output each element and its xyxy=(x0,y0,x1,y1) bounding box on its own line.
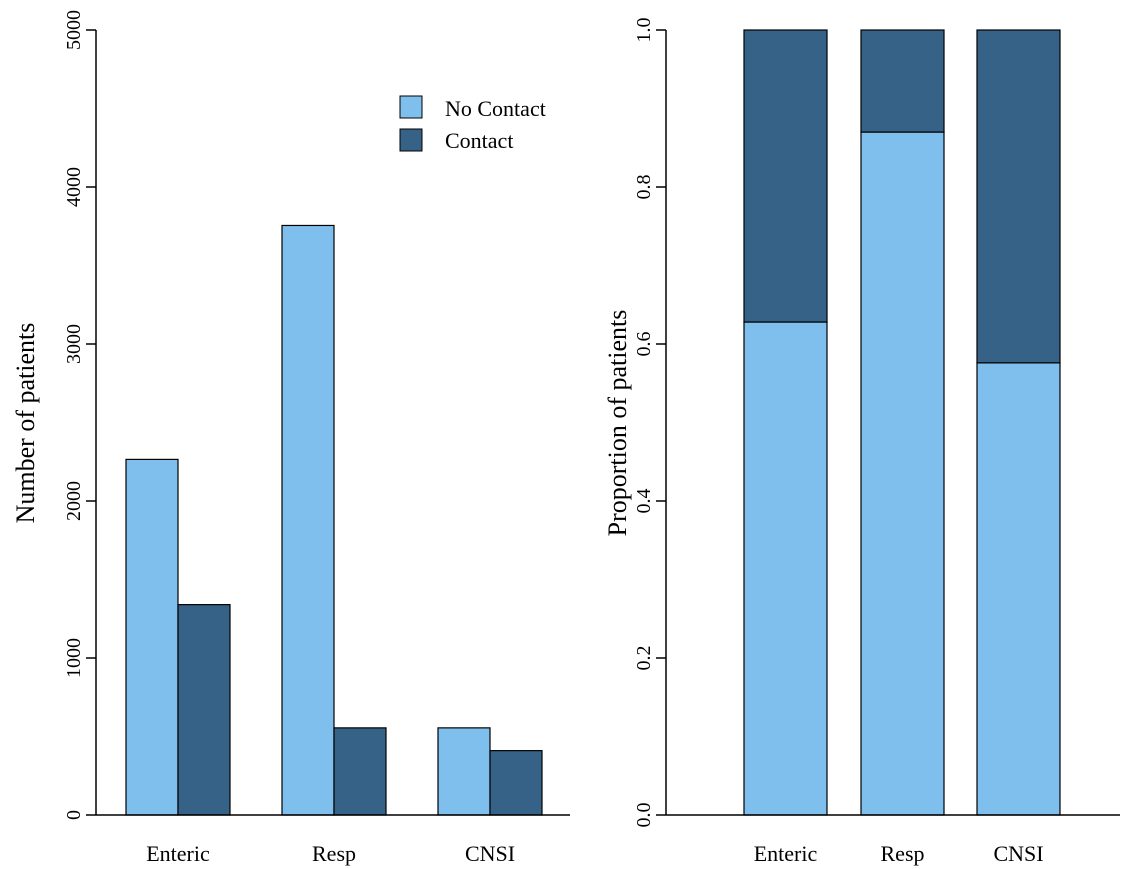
left-y-tick-label: 2000 xyxy=(63,481,85,521)
legend-swatch-contact xyxy=(399,128,423,152)
right-x-label-enteric: Enteric xyxy=(754,841,818,866)
bar-enteric-no-contact xyxy=(125,458,179,816)
right-y-tick-label: 0.4 xyxy=(633,489,655,514)
legend-label-contact: Contact xyxy=(445,128,513,153)
legend: No Contact Contact xyxy=(399,95,546,153)
right-y-tick-label: 0.8 xyxy=(633,175,655,200)
left-y-tick-label: 5000 xyxy=(63,10,85,50)
left-y-axis-label: Number of patients xyxy=(11,323,40,524)
right-x-labels: Enteric Resp CNSI xyxy=(754,841,1044,866)
left-x-labels: Enteric Resp CNSI xyxy=(146,841,515,866)
right-bars xyxy=(743,29,1061,816)
right-panel-stacked-bar-chart: 0.0 0.2 0.4 0.6 0.8 1.0 Enteric Resp CNSI Propo… xyxy=(603,18,1120,866)
stacked-bar-enteric-contact xyxy=(743,29,828,323)
bar-enteric-contact xyxy=(177,604,231,816)
left-y-tick-label: 3000 xyxy=(63,324,85,364)
left-y-tick-label: 1000 xyxy=(63,638,85,678)
right-y-axis-label: Proportion of patients xyxy=(603,310,632,537)
bar-cnsi-no-contact xyxy=(437,727,491,816)
left-bars xyxy=(125,224,543,816)
left-y-ticks: 0 1000 2000 3000 4000 5000 xyxy=(63,10,96,820)
stacked-bar-resp-no-contact xyxy=(860,131,945,816)
right-y-ticks: 0.0 0.2 0.4 0.6 0.8 1.0 xyxy=(633,18,666,828)
stacked-bar-enteric-no-contact xyxy=(743,321,828,816)
right-y-tick-label: 0.6 xyxy=(633,332,655,357)
left-y-tick-label: 0 xyxy=(63,810,85,820)
left-x-label-cnsi: CNSI xyxy=(465,841,515,866)
left-panel-grouped-bar-chart: 0 1000 2000 3000 4000 5000 Enteric Resp CNSI Nu… xyxy=(11,10,570,866)
bar-cnsi-contact xyxy=(489,750,543,816)
right-x-label-resp: Resp xyxy=(881,841,925,866)
stacked-bar-resp-contact xyxy=(860,29,945,133)
legend-swatch-no-contact xyxy=(399,95,423,119)
right-y-tick-label: 0.0 xyxy=(633,803,655,828)
left-x-label-resp: Resp xyxy=(312,841,356,866)
bar-resp-contact xyxy=(333,727,387,816)
right-x-label-cnsi: CNSI xyxy=(993,841,1043,866)
stacked-bar-cnsi-contact xyxy=(976,29,1061,364)
stacked-bar-cnsi-no-contact xyxy=(976,362,1061,816)
legend-label-no-contact: No Contact xyxy=(445,96,546,121)
right-y-tick-label: 1.0 xyxy=(633,18,655,43)
left-y-tick-label: 4000 xyxy=(63,167,85,207)
left-x-label-enteric: Enteric xyxy=(146,841,210,866)
bar-resp-no-contact xyxy=(281,224,335,816)
right-y-tick-label: 0.2 xyxy=(633,646,655,671)
